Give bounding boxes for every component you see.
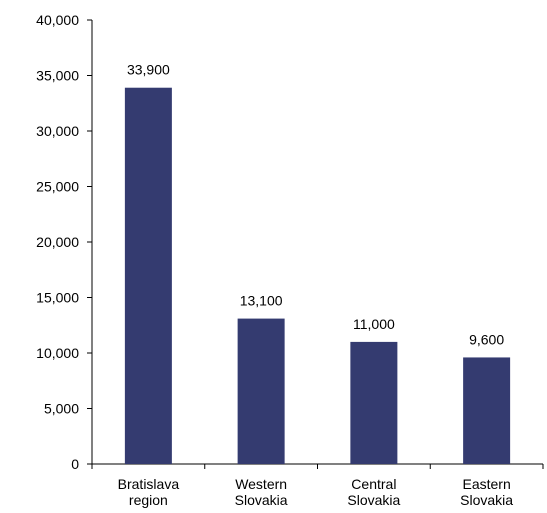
y-tick-label: 20,000 xyxy=(36,234,79,250)
y-tick-label: 40,000 xyxy=(36,12,79,28)
data-label: 33,900 xyxy=(127,62,170,78)
bar xyxy=(350,341,398,464)
bar xyxy=(237,318,285,464)
y-tick-label: 15,000 xyxy=(36,290,79,306)
x-category-label: Central xyxy=(351,476,396,492)
y-tick-label: 25,000 xyxy=(36,179,79,195)
x-category-label: Slovakia xyxy=(347,492,400,508)
x-axis: BratislavaregionWesternSlovakiaCentralSl… xyxy=(91,463,544,508)
bar xyxy=(124,87,172,465)
data-label: 11,000 xyxy=(353,316,395,332)
bars xyxy=(124,87,511,465)
x-category-label: Bratislava xyxy=(118,476,180,492)
y-tick-label: 5,000 xyxy=(44,401,79,417)
x-category-label: Slovakia xyxy=(235,492,288,508)
y-tick-label: 0 xyxy=(71,456,79,472)
data-labels: 33,900 13,100 11,000 9,600 xyxy=(127,62,504,348)
data-label: 13,100 xyxy=(240,293,283,309)
y-tick-label: 35,000 xyxy=(36,68,79,84)
y-axis: 0 5,000 10,000 15,000 20,000 25,000 30,000 35,0… xyxy=(36,12,93,472)
x-category-label: Slovakia xyxy=(460,492,513,508)
bar xyxy=(463,357,511,464)
x-category-label: Western xyxy=(235,476,287,492)
x-category-label: Eastern xyxy=(463,476,511,492)
x-category-label: region xyxy=(129,492,168,508)
y-tick-label: 30,000 xyxy=(36,123,79,139)
data-label: 9,600 xyxy=(469,331,504,347)
y-tick-label: 10,000 xyxy=(36,345,79,361)
